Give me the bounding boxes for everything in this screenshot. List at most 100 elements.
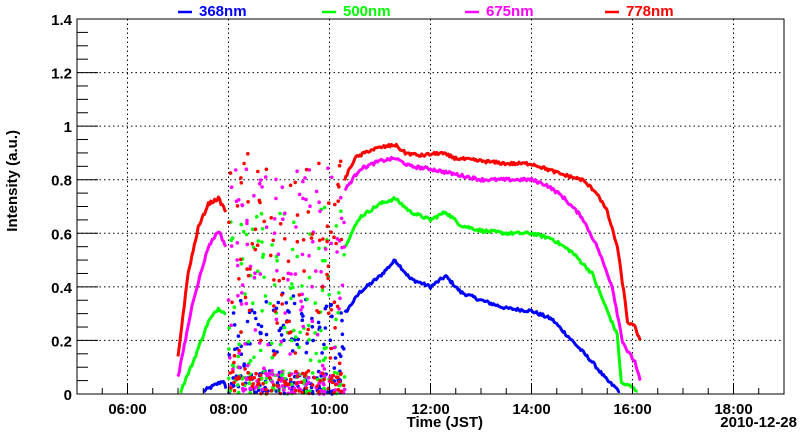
data-point: [229, 323, 233, 328]
data-point: [306, 323, 311, 328]
x-tick-label: 18:00: [714, 401, 752, 418]
data-point: [279, 372, 284, 377]
data-point: [321, 237, 325, 241]
data-point: [322, 205, 327, 210]
data-point: [295, 239, 300, 244]
data-point: [248, 358, 253, 363]
data-point: [241, 229, 246, 234]
data-point: [297, 192, 302, 197]
data-point: [266, 342, 270, 347]
data-point: [245, 319, 250, 324]
data-point: [264, 332, 269, 337]
data-point: [320, 363, 325, 368]
data-point: [289, 296, 293, 301]
data-point: [302, 269, 306, 273]
data-point: [325, 239, 330, 244]
data-point: [227, 376, 231, 381]
data-point: [333, 356, 338, 360]
data-point: [280, 185, 285, 189]
data-point: [258, 373, 263, 377]
data-point: [232, 323, 237, 327]
data-point: [304, 386, 309, 390]
data-point: [279, 370, 284, 374]
data-point: [294, 388, 298, 393]
data-point: [288, 183, 293, 188]
data-point: [311, 338, 316, 343]
data-point: [246, 273, 251, 278]
data-point: [325, 224, 330, 228]
data-point: [260, 227, 265, 231]
data-point: [245, 377, 249, 382]
data-point: [247, 381, 252, 386]
data-point: [253, 271, 257, 276]
data-point: [272, 304, 276, 308]
data-point: [237, 375, 241, 379]
data-point: [271, 373, 275, 377]
data-point: [270, 368, 274, 373]
data-point: [268, 376, 272, 380]
data-point: [313, 331, 317, 335]
data-marks: [176, 142, 642, 396]
data-point: [340, 345, 345, 349]
data-point: [286, 382, 290, 387]
data-point: [317, 161, 321, 166]
data-point: [264, 225, 269, 229]
data-point: [342, 387, 347, 392]
data-point: [283, 311, 288, 315]
data-point: [237, 348, 241, 353]
data-point: [276, 373, 280, 377]
data-point: [316, 320, 321, 325]
data-point: [342, 220, 346, 225]
data-point: [302, 378, 307, 383]
x-tick-label: 10:00: [310, 401, 348, 418]
data-point: [284, 301, 289, 305]
data-point: [320, 371, 325, 376]
data-point: [322, 367, 327, 371]
data-point: [292, 328, 296, 333]
data-point: [339, 389, 344, 394]
data-point: [310, 371, 315, 375]
series-line: [179, 306, 227, 394]
data-point: [300, 284, 304, 288]
data-point: [326, 311, 331, 316]
data-point: [274, 389, 279, 393]
data-point: [268, 301, 272, 306]
data-point: [299, 299, 303, 304]
data-point: [296, 337, 301, 342]
data-point: [262, 366, 266, 371]
series-500nm: [179, 196, 638, 396]
data-point: [252, 310, 257, 315]
data-point: [248, 386, 253, 391]
data-point: [259, 324, 264, 329]
data-point: [228, 371, 232, 375]
data-point: [255, 269, 260, 274]
data-point: [310, 389, 315, 394]
data-point: [258, 348, 263, 353]
data-point: [269, 216, 274, 220]
data-point: [278, 222, 283, 226]
y-tick-label: 0.4: [51, 280, 73, 297]
data-point: [301, 196, 305, 201]
data-point: [260, 185, 264, 189]
data-point: [320, 288, 325, 293]
data-point: [291, 294, 296, 298]
data-point: [251, 301, 255, 306]
data-point: [242, 161, 246, 166]
data-point: [232, 380, 236, 385]
data-point: [337, 291, 341, 295]
data-point: [283, 237, 287, 241]
data-point: [339, 195, 343, 200]
data-point: [235, 204, 240, 208]
data-point: [271, 238, 276, 243]
data-point: [234, 376, 238, 381]
data-point: [312, 375, 317, 380]
data-point: [256, 322, 261, 327]
data-point: [241, 382, 245, 386]
data-point: [269, 341, 274, 346]
data-point: [239, 302, 244, 306]
data-point: [292, 301, 297, 306]
data-point: [298, 330, 303, 335]
y-tick-label: 1: [64, 119, 72, 136]
data-point: [243, 292, 247, 296]
date-label: 2010-12-28: [720, 414, 797, 431]
